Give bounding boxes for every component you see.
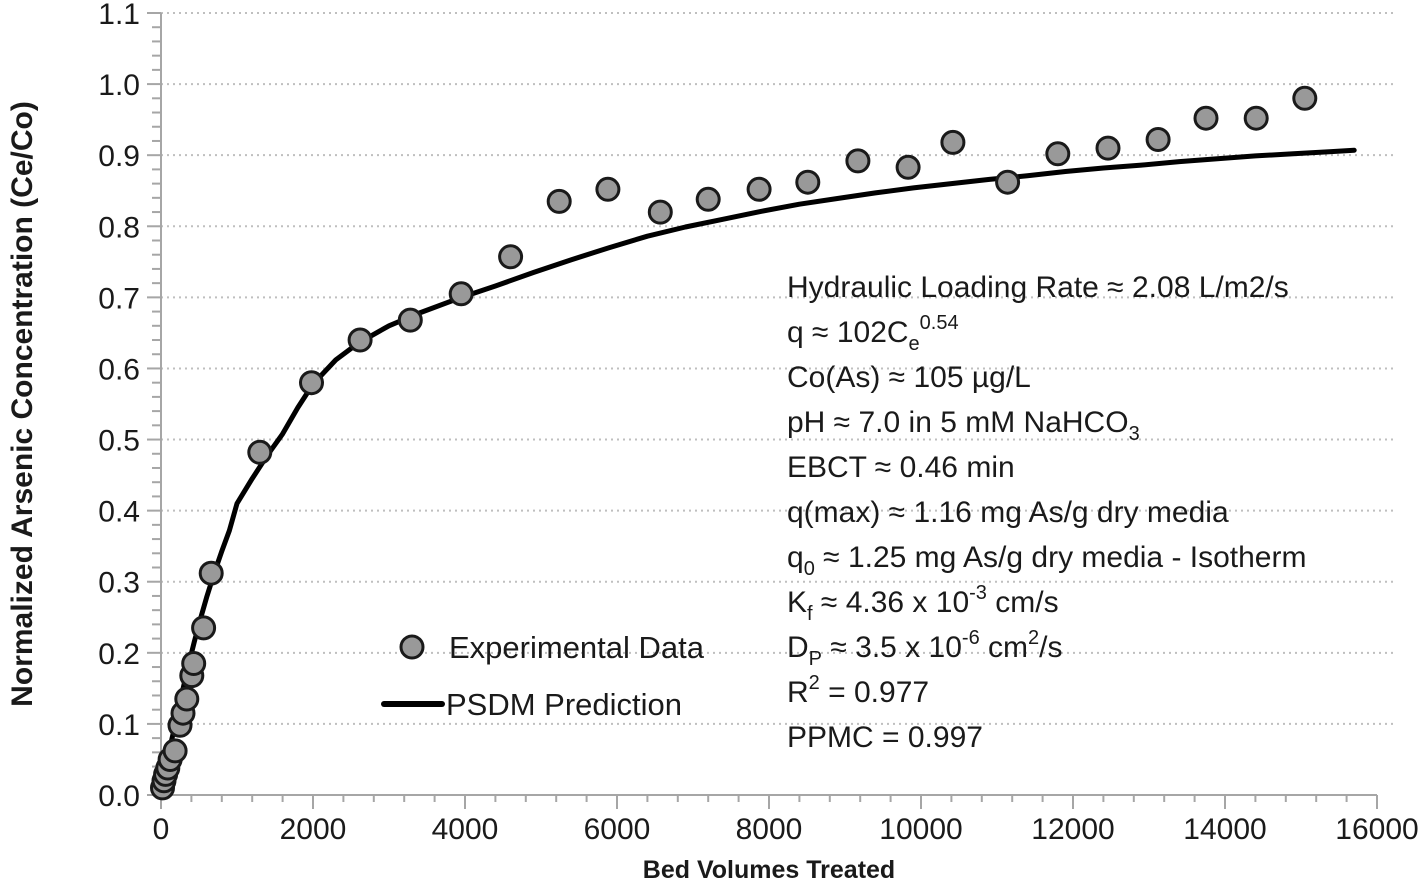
data-point-marker <box>162 738 188 764</box>
y-axis-title: Normalized Arsenic Concentration (Ce/Co) <box>6 101 39 707</box>
x-tick-label: 0 <box>153 813 170 846</box>
data-point-marker <box>895 154 921 180</box>
data-point-marker <box>940 129 966 155</box>
data-point-marker <box>845 148 871 174</box>
psdm-prediction-legend-label: PSDM Prediction <box>446 687 682 722</box>
annotation-line: q0 ≈ 1.25 mg As/g dry media - Isotherm <box>787 541 1306 580</box>
y-tick-label: 0.7 <box>98 282 140 315</box>
experimental-data-legend-marker-icon <box>399 634 425 660</box>
data-point-marker <box>247 439 273 465</box>
axes <box>160 13 1377 796</box>
data-point-marker <box>181 651 207 676</box>
tick-marks <box>147 12 1378 809</box>
y-tick-label: 0.1 <box>98 709 140 742</box>
x-tick-label: 10000 <box>879 813 962 846</box>
data-point-marker <box>695 186 721 212</box>
legend: Experimental Data PSDM Prediction <box>381 630 705 722</box>
x-tick-label: 14000 <box>1183 813 1266 846</box>
experimental-data-legend-label: Experimental Data <box>449 630 705 665</box>
y-tick-label: 0.8 <box>98 211 140 244</box>
data-point-marker <box>595 176 621 202</box>
annotation-line: EBCT ≈ 0.46 min <box>787 451 1015 484</box>
data-point-marker <box>198 560 224 586</box>
data-point-marker <box>1243 105 1269 131</box>
data-point-marker <box>1095 135 1121 161</box>
data-point-marker <box>299 370 324 396</box>
x-tick-label: 8000 <box>736 813 803 846</box>
data-point-marker <box>174 686 200 712</box>
annotation-line: PPMC = 0.997 <box>787 721 983 754</box>
annotation-line: q ≈ 102Ce0.54 <box>787 312 959 355</box>
x-tick-label: 12000 <box>1031 813 1114 846</box>
data-point-marker <box>1145 127 1171 152</box>
data-point-marker <box>1193 105 1219 131</box>
data-point-marker <box>647 199 673 225</box>
chart-generated-layer: 0.0 0.1 0.2 0.3 0.4 0.5 0.6 0.7 0.8 0.9 1.0 1.1 0 200… <box>98 0 1418 846</box>
x-tick-label: 16000 <box>1335 813 1418 846</box>
data-point-marker <box>995 169 1021 195</box>
annotation-line: R2 = 0.977 <box>787 672 929 709</box>
y-tick-label: 0.4 <box>98 496 140 529</box>
annotation-line: DP ≈ 3.5 x 10-6 cm2/s <box>787 627 1063 670</box>
x-axis-title: Bed Volumes Treated <box>643 856 895 884</box>
gridlines <box>161 12 1395 725</box>
y-tick-label: 1.0 <box>98 69 140 102</box>
x-tick-label: 4000 <box>432 813 499 846</box>
data-point-marker <box>746 176 772 202</box>
data-point-marker <box>448 281 474 307</box>
y-tick-label: 0.2 <box>98 638 140 671</box>
data-point-marker <box>546 188 572 214</box>
y-tick-label: 0.0 <box>98 780 140 813</box>
data-point-marker <box>397 307 423 333</box>
y-tick-label: 0.5 <box>98 425 140 458</box>
data-point-marker <box>1292 85 1318 111</box>
psdm-prediction-line <box>158 147 1357 798</box>
annotation-block: Hydraulic Loading Rate ≈ 2.08 L/m2/s q ≈ … <box>787 271 1306 754</box>
data-point-marker <box>795 169 821 195</box>
y-tick-label: 0.6 <box>98 353 140 386</box>
data-point-marker <box>1045 141 1071 167</box>
annotation-line: Hydraulic Loading Rate ≈ 2.08 L/m2/s <box>787 271 1289 304</box>
tick-labels: 0.0 0.1 0.2 0.3 0.4 0.5 0.6 0.7 0.8 0.9 1.0 1.1 0 200… <box>98 0 1418 846</box>
data-point-marker <box>498 244 524 270</box>
annotation-line: Kf ≈ 4.36 x 10-3 cm/s <box>787 582 1059 625</box>
x-tick-label: 6000 <box>584 813 651 846</box>
y-tick-label: 0.3 <box>98 567 140 600</box>
data-point-marker <box>347 327 373 353</box>
experimental-data-points <box>150 85 1318 801</box>
annotation-line: Co(As) ≈ 105 µg/L <box>787 361 1031 394</box>
annotation-line: q(max) ≈ 1.16 mg As/g dry media <box>787 496 1229 529</box>
annotation-line: pH ≈ 7.0 in 5 mM NaHCO3 <box>787 406 1140 445</box>
data-point-marker <box>191 615 217 641</box>
y-tick-label: 0.9 <box>98 140 140 173</box>
y-tick-label: 1.1 <box>98 0 140 31</box>
x-tick-label: 2000 <box>280 813 347 846</box>
